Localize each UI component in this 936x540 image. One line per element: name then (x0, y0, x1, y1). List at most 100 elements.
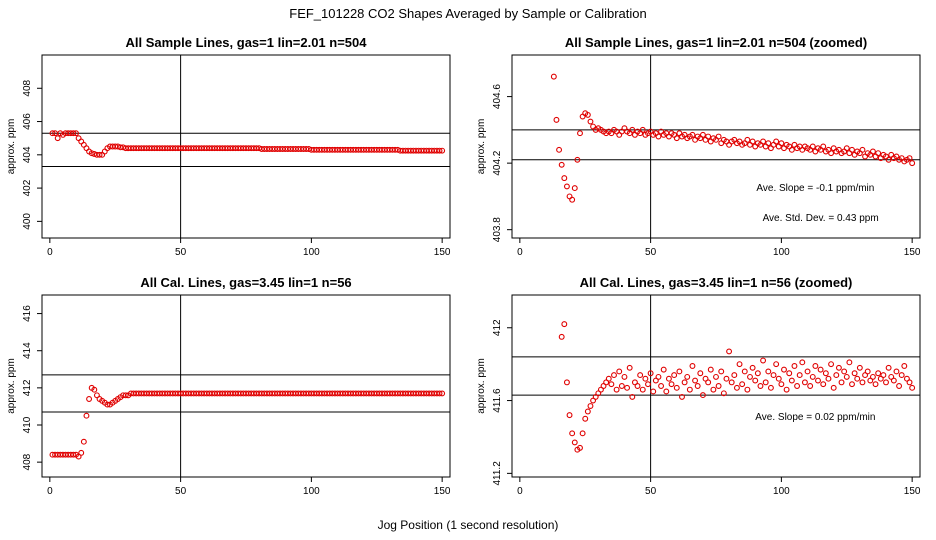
data-point (794, 383, 801, 389)
data-point (553, 116, 560, 123)
x-tick-label: 0 (47, 486, 53, 497)
data-point (699, 131, 706, 138)
y-tick-label: 412 (22, 379, 33, 396)
data-point (898, 372, 905, 379)
annotation-text: Ave. Std. Dev. = 0.43 ppm (763, 213, 879, 224)
x-tick-label: 150 (904, 247, 921, 258)
data-point (681, 379, 688, 386)
data-point (744, 386, 751, 393)
x-tick-label: 100 (303, 247, 320, 258)
data-point (629, 393, 636, 400)
data-point (906, 155, 913, 162)
data-point (303, 146, 310, 152)
panel-title: All Cal. Lines, gas=3.45 lin=1 n=56 (zoo… (580, 275, 853, 290)
data-point (584, 408, 591, 415)
data-point (91, 151, 98, 157)
y-tick-label: 404 (22, 146, 33, 163)
data-point (558, 333, 565, 340)
data-point (875, 370, 882, 377)
data-point (849, 381, 855, 388)
data-point (584, 111, 591, 118)
data-point (563, 183, 570, 190)
data-point (788, 377, 795, 384)
data-point (720, 390, 727, 397)
data-point (569, 430, 576, 437)
data-point (112, 143, 119, 150)
x-tick-label: 0 (517, 486, 523, 497)
x-tick-label: 100 (773, 247, 790, 258)
data-point (642, 375, 649, 382)
annotation-text: Ave. Slope = -0.1 ppm/min (756, 183, 874, 194)
data-point (713, 373, 719, 380)
data-point (804, 368, 811, 375)
data-point (550, 73, 557, 80)
y-tick-label: 411.6 (492, 388, 503, 413)
data-point (731, 372, 738, 379)
data-point (577, 444, 583, 451)
data-point (760, 138, 767, 145)
data-point (739, 381, 746, 388)
data-point (120, 144, 127, 151)
data-point (788, 146, 795, 153)
data-point (715, 133, 722, 140)
y-tick-label: 404.6 (492, 84, 503, 109)
data-point (571, 185, 578, 192)
figure-x-label: Jog Position (1 second resolution) (378, 518, 559, 532)
data-point (710, 386, 717, 393)
data-point (692, 377, 699, 384)
data-point (689, 131, 696, 138)
data-point (70, 451, 77, 458)
data-point (909, 160, 916, 167)
y-tick-label: 403.8 (492, 217, 503, 242)
data-point (749, 364, 756, 371)
data-point (605, 375, 612, 382)
data-point (671, 372, 678, 379)
data-point (114, 143, 121, 150)
data-point (838, 379, 845, 386)
data-point (655, 373, 662, 380)
data-point (812, 363, 819, 369)
data-point (624, 384, 631, 391)
data-point (869, 373, 876, 380)
y-tick-label: 406 (22, 113, 33, 130)
x-tick-label: 50 (645, 247, 657, 258)
data-point (773, 361, 780, 368)
x-tick-label: 50 (175, 247, 187, 258)
data-point (558, 161, 565, 168)
y-axis-label: approx. ppm (6, 119, 17, 175)
data-point (616, 368, 623, 375)
x-tick-label: 150 (434, 486, 451, 497)
data-point (757, 383, 764, 389)
data-point (621, 373, 628, 380)
data-point (556, 146, 563, 153)
y-axis-label: approx. ppm (476, 119, 487, 175)
chart-panel-3: All Cal. Lines, gas=3.45 lin=1 n=56 0 50 10… (6, 275, 451, 497)
data-point (859, 379, 866, 386)
data-point (830, 384, 837, 391)
data-point (778, 381, 785, 388)
panel-title: All Cal. Lines, gas=3.45 lin=1 n=56 (140, 275, 351, 290)
data-point (634, 383, 641, 389)
data-point (673, 384, 680, 391)
data-point (828, 361, 835, 368)
data-point (815, 377, 821, 384)
data-point (569, 196, 576, 203)
plot-frame (41, 294, 451, 478)
y-tick-label: 408 (22, 79, 33, 96)
data-point (587, 403, 594, 409)
data-point (880, 372, 887, 379)
x-tick-label: 150 (904, 486, 921, 497)
data-point (611, 372, 617, 379)
data-point (305, 146, 312, 152)
data-point (566, 412, 573, 419)
data-point (660, 366, 667, 373)
data-point (117, 144, 124, 151)
data-point (765, 368, 772, 375)
data-point (626, 364, 633, 371)
x-tick-label: 100 (773, 486, 790, 497)
y-tick-label: 416 (22, 305, 33, 322)
annotation-text: Ave. Slope = 0.02 ppm/min (755, 412, 875, 423)
data-point (686, 386, 693, 393)
data-point (893, 368, 900, 375)
